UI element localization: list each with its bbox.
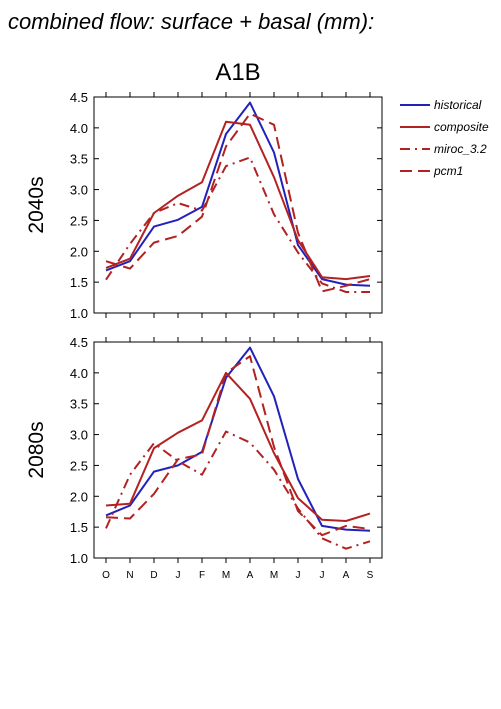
x-tick-label: A — [247, 570, 254, 581]
y-tick-label: 3.5 — [70, 152, 88, 167]
y-tick-label: 2.5 — [70, 213, 88, 228]
x-tick-label: J — [296, 570, 301, 581]
y-tick-label: 4.0 — [70, 366, 88, 381]
y-tick-label: 1.0 — [70, 551, 88, 566]
x-tick-label: N — [126, 570, 133, 581]
x-tick-label: A — [343, 570, 350, 581]
y-tick-label: 1.5 — [70, 520, 88, 535]
series-line-composite — [105, 120, 371, 281]
y-tick-label: 1.5 — [70, 275, 88, 290]
plot-frame — [93, 96, 383, 314]
x-tick-label: O — [102, 570, 110, 581]
y-tick-label: 3.0 — [70, 183, 88, 198]
panel-title: A1B — [215, 59, 260, 86]
y-tick-label: 2.0 — [70, 244, 88, 259]
legend-label-miroc: miroc_3.2 — [434, 142, 487, 156]
y-tick-label: 3.0 — [70, 428, 88, 443]
x-tick-label: J — [176, 570, 181, 581]
y-tick-label: 2.0 — [70, 489, 88, 504]
y-tick-label: 4.5 — [70, 335, 88, 350]
y-tick-label: 1.0 — [70, 306, 88, 321]
y-tick-label: 2.5 — [70, 458, 88, 473]
x-tick-label: J — [320, 570, 325, 581]
y-tick-label: 4.0 — [70, 121, 88, 136]
plot-frame — [93, 341, 383, 559]
x-tick-label: M — [222, 570, 230, 581]
legend: historical composite miroc_3.2 pcm1 — [400, 98, 489, 178]
figure-suptitle: combined flow: surface + basal (mm): — [8, 9, 374, 34]
series-line-pcm1 — [105, 355, 371, 537]
series-line-pcm1 — [105, 112, 371, 293]
panel-2080s: 1.0 1.5 2.0 2.5 3.0 3.5 4.0 4.5 O N D J F M A M J J A S 2080… — [25, 335, 383, 581]
x-tick-label: S — [367, 570, 374, 581]
x-tick-label: M — [270, 570, 278, 581]
row-label: 2040s — [25, 176, 48, 233]
y-tick-label: 3.5 — [70, 397, 88, 412]
series-line-miroc-3-2 — [105, 156, 370, 293]
series-line-miroc-3-2 — [105, 430, 371, 550]
x-tick-label: D — [150, 570, 157, 581]
y-tick-label: 4.5 — [70, 90, 88, 105]
series-line-historical — [105, 101, 371, 287]
series-line-historical — [105, 346, 371, 532]
legend-label-historical: historical — [434, 98, 482, 112]
series-line-composite — [105, 371, 371, 522]
legend-label-composite: composite — [434, 120, 489, 134]
row-label: 2080s — [25, 421, 48, 478]
panel-2040s: 1.0 1.5 2.0 2.5 3.0 3.5 4.0 4.5 2040s — [25, 90, 383, 321]
x-tick-label: F — [199, 570, 205, 581]
legend-label-pcm1: pcm1 — [433, 164, 463, 178]
